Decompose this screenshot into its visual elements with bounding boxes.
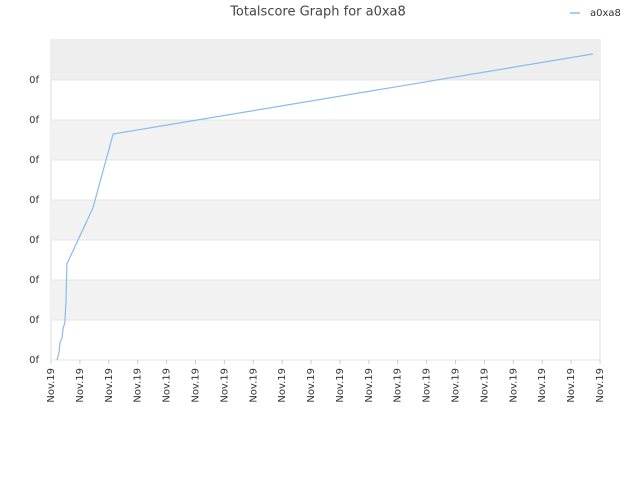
x-tick-label: Nov.19 bbox=[566, 368, 577, 403]
x-tick-label: Nov.19 bbox=[219, 368, 230, 403]
grid-band bbox=[51, 280, 600, 320]
x-tick-label: Nov.19 bbox=[479, 368, 490, 403]
x-tick-label: Nov.19 bbox=[162, 368, 173, 403]
y-tick-label: 0f bbox=[29, 275, 39, 286]
x-tick-label: Nov.19 bbox=[335, 368, 346, 403]
y-tick-label: 0f bbox=[29, 195, 39, 206]
x-tick-label: Nov.19 bbox=[248, 368, 259, 403]
grid-band bbox=[51, 40, 600, 80]
x-tick-label: Nov.19 bbox=[46, 368, 57, 403]
grid-band bbox=[51, 200, 600, 240]
x-tick-label: Nov.19 bbox=[364, 368, 375, 403]
x-tick-label: Nov.19 bbox=[104, 368, 115, 403]
y-tick-label: 0f bbox=[29, 115, 39, 126]
x-tick-label: Nov.19 bbox=[595, 368, 606, 403]
x-tick-label: Nov.19 bbox=[190, 368, 201, 403]
y-tick-label: 0f bbox=[29, 235, 39, 246]
x-tick-label: Nov.19 bbox=[537, 368, 548, 403]
x-tick-label: Nov.19 bbox=[451, 368, 462, 403]
y-tick-label: 0f bbox=[29, 355, 39, 366]
y-tick-label: 0f bbox=[29, 315, 39, 326]
data-line bbox=[56, 53, 593, 361]
legend-label: a0xa8 bbox=[590, 8, 621, 19]
y-tick-label: 0f bbox=[29, 75, 39, 86]
x-tick-label: Nov.19 bbox=[422, 368, 433, 403]
grid-band bbox=[51, 120, 600, 160]
x-tick-label: Nov.19 bbox=[133, 368, 144, 403]
x-tick-label: Nov.19 bbox=[393, 368, 404, 403]
x-tick-label: Nov.19 bbox=[75, 368, 86, 403]
x-tick-label: Nov.19 bbox=[508, 368, 519, 403]
y-tick-label: 0f bbox=[29, 155, 39, 166]
x-tick-label: Nov.19 bbox=[306, 368, 317, 403]
x-tick-label: Nov.19 bbox=[277, 368, 288, 403]
chart-title: Totalscore Graph for a0xa8 bbox=[229, 5, 406, 20]
